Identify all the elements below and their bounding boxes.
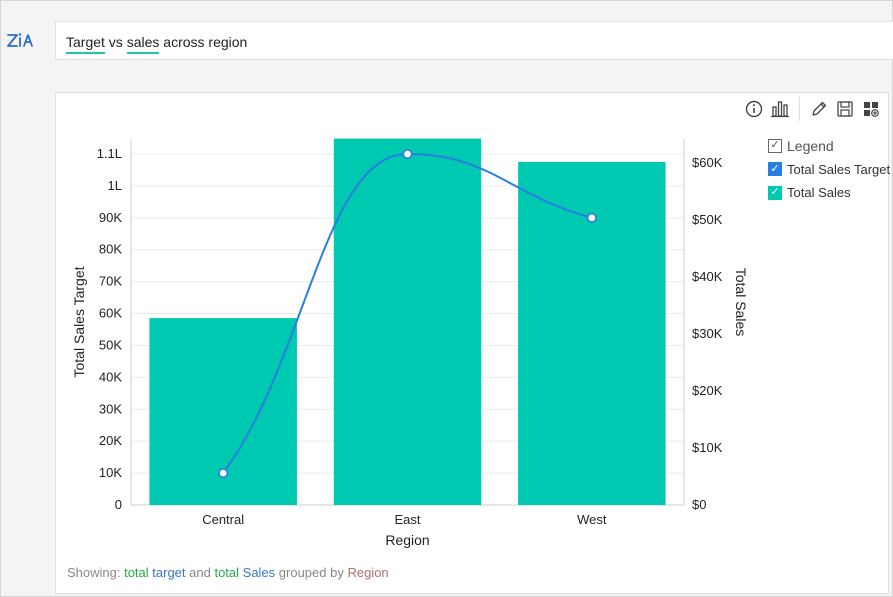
- bar-east: [333, 138, 482, 505]
- y-left-tick-label: 0: [115, 497, 122, 512]
- summary-word-target: target: [148, 565, 186, 580]
- y-right-tick-label: $30K: [692, 326, 723, 341]
- y-right-tick-label: $50K: [692, 212, 723, 227]
- y-right-tick-label: $10K: [692, 440, 723, 455]
- y-left-axis-title: Total Sales Target: [71, 266, 87, 377]
- legend-title: Legend: [787, 137, 834, 154]
- summary-word-total-2: total: [214, 565, 240, 580]
- y-left-tick-label: 1L: [108, 178, 122, 193]
- summary-word-region: Region: [347, 565, 389, 580]
- y-left-tick-label: 20K: [99, 433, 122, 448]
- query-token-sales: sales: [126, 34, 160, 54]
- summary-word-grouped-by: grouped by: [275, 565, 348, 580]
- x-axis-title: Region: [385, 532, 429, 548]
- y-right-tick-label: $60K: [692, 155, 723, 170]
- x-tick-label: East: [394, 512, 420, 527]
- y-right-tick-label: $40K: [692, 269, 723, 284]
- toolbar-divider: [799, 97, 800, 121]
- query-text: Target vs sales across region: [66, 34, 248, 54]
- edit-icon[interactable]: [806, 97, 832, 121]
- point-east: [402, 148, 413, 159]
- point-central: [218, 468, 229, 479]
- summary-prefix: Showing:: [67, 565, 125, 580]
- x-tick-label: Central: [202, 512, 244, 527]
- combo-chart: 0 10K 20K 30K 40K 50K 60K 70K 80K 90K 1L 1.1L $0 $10K…: [71, 138, 749, 548]
- summary-word-sales: Sales: [239, 565, 276, 580]
- zia-logo-icon: [7, 33, 33, 47]
- line-total-sales-target: [222, 152, 593, 474]
- chart-type-icon[interactable]: [767, 97, 793, 121]
- query-rest: across region: [159, 34, 248, 50]
- query-token-target: Target: [66, 34, 105, 54]
- query-connector: vs: [104, 34, 127, 50]
- y-right-tick-label: $0: [692, 497, 706, 512]
- y-left-tick-label: 90K: [99, 210, 122, 225]
- y-left-tick-label: 50K: [99, 337, 122, 352]
- y-left-tick-label: 40K: [99, 369, 122, 384]
- query-summary: Showing: total target and total Sales gr…: [67, 565, 389, 580]
- y-left-tick-label: 30K: [99, 401, 122, 416]
- legend-checkbox[interactable]: ✓: [768, 138, 782, 153]
- y-left-tick-label: 80K: [99, 242, 122, 257]
- y-right-tick-label: $20K: [692, 383, 723, 398]
- dashboard-add-icon[interactable]: [858, 97, 884, 121]
- point-west: [586, 212, 597, 223]
- legend-label-total-sales: Total Sales: [787, 185, 851, 201]
- chart-legend: ✓ Legend ✓ Total Sales Target ✓ Total Sa…: [768, 134, 890, 205]
- legend-item-total-sales[interactable]: ✓ Total Sales: [768, 181, 890, 205]
- legend-checkbox-total-sales[interactable]: ✓: [768, 185, 782, 200]
- y-right-axis-title: Total Sales: [733, 268, 749, 336]
- chart-toolbar: [741, 97, 884, 121]
- legend-label-total-sales-target: Total Sales Target: [787, 161, 891, 177]
- y-left-tick-label: 10K: [99, 465, 122, 480]
- legend-item-total-sales-target[interactable]: ✓ Total Sales Target: [768, 158, 890, 182]
- y-left-tick-label: 60K: [99, 306, 122, 321]
- info-icon[interactable]: [741, 97, 767, 121]
- y-left-tick-label: 1.1L: [97, 146, 122, 161]
- summary-word-and: and: [185, 565, 215, 580]
- legend-checkbox-total-sales-target[interactable]: ✓: [768, 162, 782, 177]
- x-tick-label: West: [577, 512, 607, 527]
- save-icon[interactable]: [832, 97, 858, 121]
- y-left-tick-label: 70K: [99, 274, 122, 289]
- query-input[interactable]: Target vs sales across region: [55, 21, 893, 60]
- summary-word-total: total: [124, 565, 149, 580]
- legend-toggle[interactable]: ✓ Legend: [768, 134, 890, 158]
- chart-card: 0 10K 20K 30K 40K 50K 60K 70K 80K 90K 1L 1.1L $0 $10K…: [55, 92, 890, 594]
